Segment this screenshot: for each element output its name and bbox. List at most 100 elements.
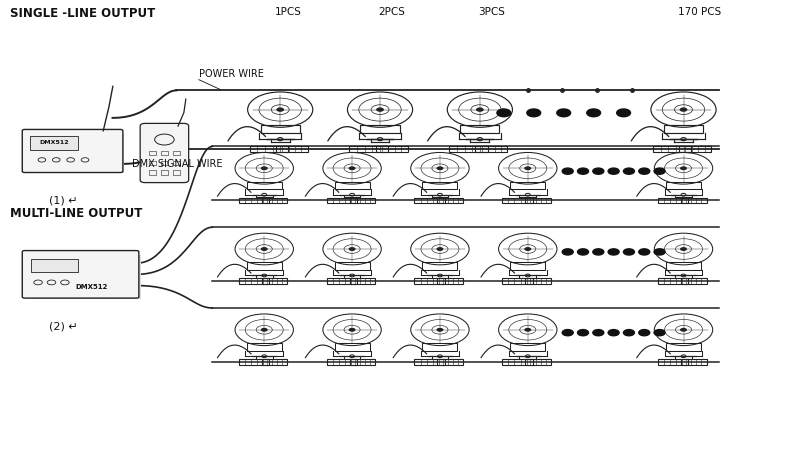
Bar bbox=[681, 359, 706, 364]
FancyBboxPatch shape bbox=[22, 130, 123, 172]
Bar bbox=[334, 182, 370, 189]
Circle shape bbox=[276, 108, 284, 112]
Text: 1PCS: 1PCS bbox=[274, 7, 302, 18]
Bar bbox=[526, 359, 551, 364]
Text: DMX512: DMX512 bbox=[39, 140, 69, 145]
Bar bbox=[262, 198, 287, 203]
FancyBboxPatch shape bbox=[22, 251, 139, 298]
Bar bbox=[414, 359, 445, 364]
Bar bbox=[173, 161, 179, 165]
Bar bbox=[666, 262, 701, 270]
Circle shape bbox=[593, 329, 604, 336]
Bar bbox=[460, 125, 499, 133]
Circle shape bbox=[437, 328, 443, 332]
Text: DMX SIGNAL WIRE: DMX SIGNAL WIRE bbox=[133, 158, 223, 169]
Bar bbox=[361, 125, 399, 133]
Bar bbox=[502, 198, 533, 203]
Text: SINGLE -LINE OUTPUT: SINGLE -LINE OUTPUT bbox=[10, 7, 155, 20]
Bar bbox=[510, 182, 546, 189]
Circle shape bbox=[638, 249, 650, 255]
Bar bbox=[664, 125, 703, 133]
Bar bbox=[30, 136, 78, 150]
Bar bbox=[438, 279, 463, 284]
Bar bbox=[350, 279, 375, 284]
Circle shape bbox=[557, 109, 570, 117]
Circle shape bbox=[376, 108, 384, 112]
Circle shape bbox=[349, 247, 355, 251]
Bar bbox=[173, 170, 179, 175]
Bar bbox=[276, 146, 308, 152]
Bar bbox=[334, 343, 370, 351]
Text: POWER WIRE: POWER WIRE bbox=[198, 69, 264, 79]
Bar bbox=[414, 279, 445, 284]
Circle shape bbox=[679, 108, 687, 112]
Circle shape bbox=[593, 168, 604, 174]
Circle shape bbox=[437, 166, 443, 170]
Circle shape bbox=[608, 168, 619, 174]
Bar bbox=[502, 279, 533, 284]
Bar bbox=[246, 262, 282, 270]
Circle shape bbox=[680, 247, 687, 251]
Bar bbox=[246, 182, 282, 189]
Bar bbox=[326, 359, 357, 364]
Bar bbox=[250, 146, 288, 152]
Circle shape bbox=[623, 329, 634, 336]
Text: 3PCS: 3PCS bbox=[478, 7, 506, 18]
Bar bbox=[502, 359, 533, 364]
FancyBboxPatch shape bbox=[140, 123, 189, 183]
Bar bbox=[375, 146, 407, 152]
Bar bbox=[666, 343, 701, 351]
Bar bbox=[658, 198, 688, 203]
Circle shape bbox=[527, 109, 541, 117]
Bar bbox=[438, 198, 463, 203]
Circle shape bbox=[261, 328, 268, 332]
Circle shape bbox=[476, 108, 484, 112]
Bar bbox=[681, 198, 706, 203]
Bar bbox=[510, 262, 546, 270]
Bar bbox=[238, 279, 269, 284]
Bar bbox=[262, 359, 287, 364]
Bar bbox=[350, 146, 388, 152]
Circle shape bbox=[524, 247, 531, 251]
Circle shape bbox=[437, 247, 443, 251]
Circle shape bbox=[680, 328, 687, 332]
Bar bbox=[510, 343, 546, 351]
Text: 2PCS: 2PCS bbox=[378, 7, 406, 18]
Text: DMX512: DMX512 bbox=[75, 284, 108, 290]
Bar bbox=[422, 182, 458, 189]
Circle shape bbox=[593, 249, 604, 255]
Bar bbox=[161, 161, 168, 165]
Bar bbox=[246, 343, 282, 351]
Bar bbox=[422, 262, 458, 270]
Bar bbox=[29, 133, 125, 173]
Bar bbox=[262, 279, 287, 284]
Bar bbox=[261, 125, 300, 133]
Bar bbox=[150, 170, 156, 175]
Bar bbox=[658, 359, 688, 364]
Bar bbox=[438, 359, 463, 364]
Text: MULTI-LINE OUTPUT: MULTI-LINE OUTPUT bbox=[10, 207, 142, 220]
Bar bbox=[681, 279, 706, 284]
Circle shape bbox=[578, 329, 589, 336]
Circle shape bbox=[638, 168, 650, 174]
Circle shape bbox=[261, 166, 268, 170]
Text: 170 PCS: 170 PCS bbox=[678, 7, 721, 18]
Bar bbox=[161, 170, 168, 175]
Bar bbox=[31, 259, 78, 272]
Bar bbox=[658, 279, 688, 284]
Circle shape bbox=[623, 249, 634, 255]
Bar bbox=[173, 151, 179, 155]
Circle shape bbox=[524, 166, 531, 170]
Bar bbox=[422, 343, 458, 351]
Bar bbox=[238, 359, 269, 364]
Bar bbox=[679, 146, 711, 152]
Circle shape bbox=[349, 166, 355, 170]
Circle shape bbox=[349, 328, 355, 332]
Circle shape bbox=[524, 328, 531, 332]
Circle shape bbox=[586, 109, 601, 117]
Circle shape bbox=[617, 109, 630, 117]
Bar bbox=[326, 198, 357, 203]
Circle shape bbox=[623, 168, 634, 174]
Circle shape bbox=[562, 249, 574, 255]
Circle shape bbox=[562, 329, 574, 336]
